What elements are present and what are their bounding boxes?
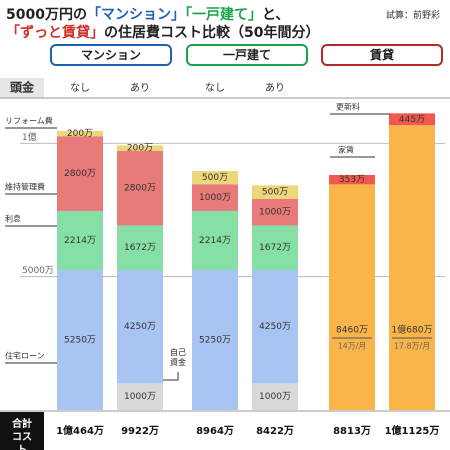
series-label: 利息	[5, 214, 21, 224]
bar-segment	[117, 145, 163, 151]
title-part: 「ずっと賃貸」	[6, 25, 104, 41]
value-label: 1000万	[259, 208, 291, 218]
tab-button[interactable]: 一戸建て	[186, 44, 308, 66]
bar-segment	[252, 270, 298, 384]
value-label: 5250万	[64, 336, 96, 346]
series-label: 住宅ローン	[5, 351, 45, 361]
bar-segment	[117, 150, 163, 226]
value-label: 2214万	[199, 236, 231, 246]
value-label: 8460万	[336, 326, 368, 336]
bar-segment	[117, 225, 163, 270]
row-label: 頭金	[10, 80, 35, 95]
x-tick-label: なし	[205, 82, 225, 94]
bar-segment	[192, 184, 238, 211]
value-label: 1000万	[124, 392, 156, 402]
x-tick-label: あり	[265, 82, 285, 94]
bar-segment	[252, 383, 298, 410]
bar-segment	[117, 383, 163, 410]
value-label: 5250万	[199, 336, 231, 346]
total-label: 9922万	[121, 425, 159, 437]
credit: 試算：前野彩	[385, 11, 440, 21]
sub-label: 14万/月	[338, 342, 367, 351]
value-label: 1000万	[259, 392, 291, 402]
tab-button[interactable]: マンション	[50, 44, 172, 66]
series-label: 更新料	[336, 102, 360, 112]
bar-segment	[57, 270, 103, 410]
bar-segment	[192, 270, 238, 410]
bar-segment	[389, 113, 435, 126]
sub-label: 17.8万/月	[394, 342, 431, 351]
value-label: 445万	[399, 115, 425, 125]
y-tick-label: 5000万	[22, 266, 54, 276]
value-label: 500万	[202, 173, 228, 183]
bar-segment	[252, 198, 298, 226]
title-part: 「マンション」	[86, 7, 185, 23]
x-tick-label: なし	[70, 82, 90, 94]
bar-segment	[192, 210, 238, 270]
total-label: 1億1125万	[385, 424, 440, 437]
tab-button[interactable]: 賃貸	[321, 44, 443, 66]
bar-segment	[192, 170, 238, 185]
total-label: 1億464万	[56, 424, 104, 437]
value-label: 4250万	[124, 322, 156, 332]
total-label: 8422万	[256, 425, 294, 437]
title-part: と、	[261, 7, 290, 23]
title-part: 「一戸建て」	[184, 7, 262, 23]
value-label: 1000万	[199, 193, 231, 203]
value-label: 2800万	[64, 169, 96, 179]
value-label: 200万	[127, 144, 153, 154]
value-label: 2214万	[64, 236, 96, 246]
value-label: 353万	[339, 175, 365, 185]
y-tick-label: 1億	[22, 131, 37, 143]
title-part: 5000万円の	[6, 7, 87, 23]
title-line: 5000万円の「マンション」「一戸建て」と、	[6, 4, 289, 24]
value-label: 200万	[67, 129, 93, 139]
bar-segment	[329, 184, 375, 410]
series-label: 維持管理費	[5, 182, 45, 192]
bar-segment	[57, 130, 103, 137]
row-bg	[0, 78, 450, 98]
series-label: 家賃	[338, 145, 354, 155]
bar-segment	[252, 185, 298, 199]
series-label: リフォーム費	[5, 116, 53, 126]
value-label: 4250万	[259, 322, 291, 332]
bar-segment	[389, 125, 435, 410]
x-tick-label: あり	[130, 82, 150, 94]
bar-segment	[57, 210, 103, 270]
title-line: 「ずっと賃貸」の住居費コスト比較（50年間分）	[6, 22, 319, 42]
series-label: 自己資金	[170, 348, 186, 367]
title-part: の住居費コスト比較（50年間分）	[104, 25, 320, 41]
pointer	[163, 372, 179, 381]
value-label: 1億680万	[392, 324, 433, 336]
value-label: 1672万	[124, 243, 156, 253]
bar-segment	[329, 174, 375, 185]
bar-segment	[57, 136, 103, 211]
bar-segment	[117, 270, 163, 384]
totals-label: 合計コスト	[0, 412, 44, 450]
row-label-bg	[0, 78, 44, 98]
total-label: 8813万	[333, 425, 371, 437]
value-label: 2800万	[124, 184, 156, 194]
value-label: 500万	[262, 188, 288, 198]
total-label: 8964万	[196, 425, 234, 437]
value-label: 1672万	[259, 243, 291, 253]
bar-segment	[252, 225, 298, 270]
